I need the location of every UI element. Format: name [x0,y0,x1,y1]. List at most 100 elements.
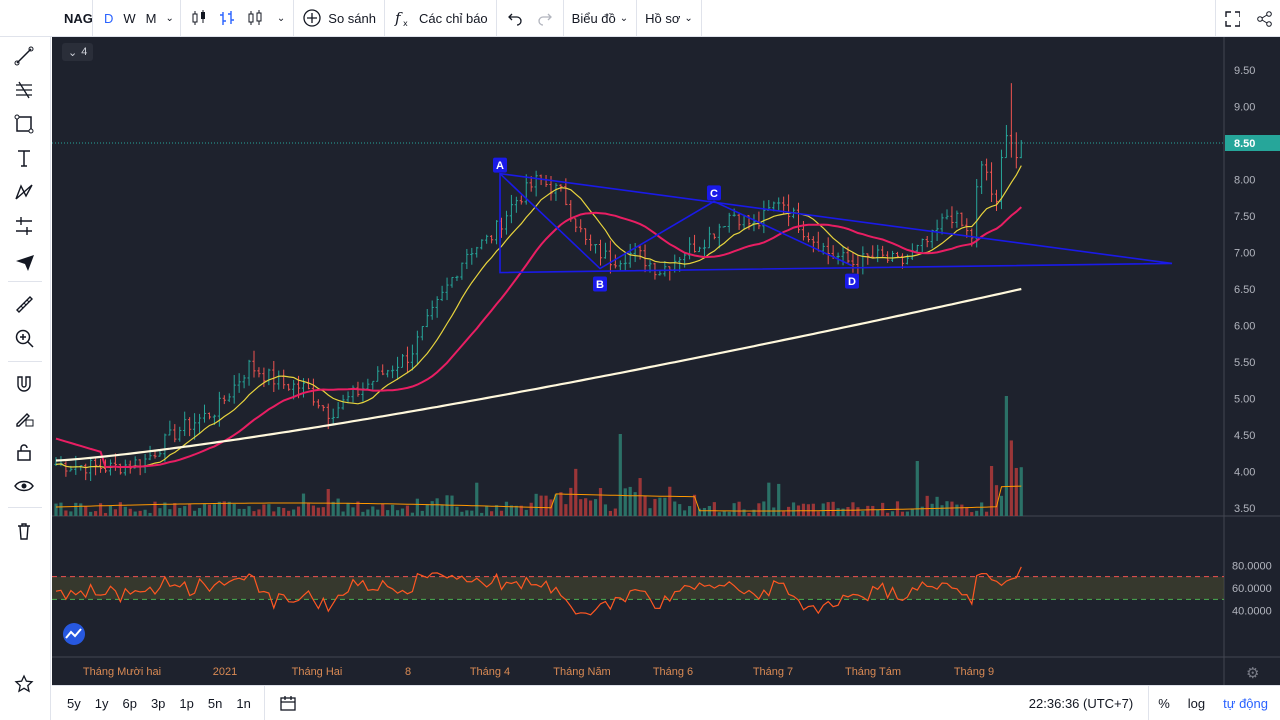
volume-bar [603,504,608,516]
airplane-icon[interactable] [10,246,38,274]
volume-bar [64,510,68,516]
volume-bar [940,505,944,516]
trend-line-icon[interactable] [10,42,38,70]
rsi-tick-label: 80.0000 [1232,560,1272,572]
settings-gear-icon[interactable]: ⚙ [1246,664,1259,682]
volume-bar [712,502,716,516]
volume-bar [168,509,172,516]
magnet-icon[interactable] [10,370,38,398]
volume-bar [747,512,751,516]
volume-bar [534,493,538,516]
pattern-icon[interactable] [10,178,38,206]
fib-tool-icon[interactable] [10,76,38,104]
trash-icon[interactable] [10,517,38,545]
time-tick-label: 8 [405,666,411,678]
compare-label: So sánh [328,10,376,26]
volume-bar [618,434,622,516]
range-5y[interactable]: 5y [67,695,81,711]
pattern-label: B [596,279,604,291]
chart-pane[interactable]: A B C D 9.50 9.00 8.50 8.00 7.50 7.00 6.50 6.00 5.5… [52,37,1280,685]
volume-bar [529,502,533,516]
volume-bar [554,494,558,516]
candles-icon[interactable] [189,8,209,28]
chart-menu-label: Biểu đồ [571,10,616,26]
volume-bar [465,510,469,516]
auto-toggle[interactable]: tự động [1223,696,1268,711]
candles [54,83,1023,481]
calendar-icon[interactable] [279,694,297,712]
volume-bar [311,505,315,516]
lock-icon[interactable] [10,438,38,466]
volume-bar [826,502,830,516]
volume-bar [69,511,73,516]
price-tick-label: 6.00 [1234,321,1255,333]
volume-bar [999,495,1004,516]
volume-bar [435,498,439,516]
chevron-down-icon[interactable]: ⌄ [276,12,286,24]
volume-bar [930,503,934,516]
interval-w[interactable]: W [123,10,136,26]
ruler-icon[interactable] [10,290,38,318]
volume-bar [955,504,959,516]
text-icon[interactable] [10,144,38,172]
volume-bar [782,511,786,516]
volume-bar [564,504,568,516]
redo-icon[interactable] [535,8,555,28]
chart-menu[interactable]: Biểu đồ ⌄ [564,0,636,37]
price-tick-label: 4.00 [1234,467,1255,479]
symbol-search[interactable]: NAG [64,10,93,26]
bars-icon[interactable] [217,8,237,28]
chevron-down-icon[interactable]: ⌄ [165,12,174,24]
volume-bar [163,502,167,516]
volume-bar [277,506,281,516]
range-6m[interactable]: 6p [122,695,137,711]
volume-bar [692,494,697,516]
eye-icon[interactable] [10,472,38,500]
rsi-tick-label: 40.0000 [1232,606,1272,618]
clock-label[interactable]: 22:36:36 (UTC+7) [1028,696,1134,711]
volume-bar [217,501,221,516]
hollow-candles-icon[interactable] [245,8,265,28]
volume-bar [306,503,311,516]
volume-bar [247,506,251,516]
zoom-in-icon[interactable] [10,324,38,352]
volume-bar [1019,467,1023,516]
price-tick-label: 5.50 [1234,357,1255,369]
volume-bar [103,512,108,516]
forecast-icon[interactable] [10,212,38,240]
compare-button[interactable]: So sánh [294,0,384,37]
range-3m[interactable]: 3p [150,695,166,711]
star-icon[interactable] [10,670,38,698]
volume-bar [900,511,905,516]
volume-bar [524,509,528,516]
volume-bar [791,502,796,516]
draw-lock-icon[interactable] [10,404,38,432]
triangle-pattern[interactable]: A B C D [493,157,1173,292]
volume-bar [623,488,627,516]
percent-toggle[interactable]: % [1158,696,1170,711]
share-icon[interactable] [1248,0,1280,37]
interval-m[interactable]: M [145,10,157,26]
volume-bar [480,512,484,516]
legend-toggle[interactable]: ⌄ 4 [62,43,94,61]
range-5d[interactable]: 5n [207,695,223,711]
volume-bar [470,510,474,516]
chart-canvas[interactable]: A B C D 9.50 9.00 8.50 8.00 7.50 7.00 6.50 6.00 5.5… [52,37,1280,685]
volume-bar [292,509,296,516]
range-1d[interactable]: 1n [236,695,251,711]
volume-bar [876,509,880,516]
fullscreen-icon[interactable] [1216,0,1248,37]
pattern-label: C [710,188,718,200]
profile-menu[interactable]: Hồ sơ ⌄ [637,0,701,37]
rectangle-icon[interactable] [10,110,38,138]
range-1y[interactable]: 1y [94,695,109,711]
log-toggle[interactable]: log [1187,696,1206,711]
undo-icon[interactable] [505,8,525,28]
volume-bar [54,503,58,516]
interval-d[interactable]: D [104,10,114,26]
range-1m[interactable]: 1p [179,695,194,711]
volume-bar [663,497,667,516]
drawing-toolbar [0,0,51,720]
volume-bar [84,506,88,516]
